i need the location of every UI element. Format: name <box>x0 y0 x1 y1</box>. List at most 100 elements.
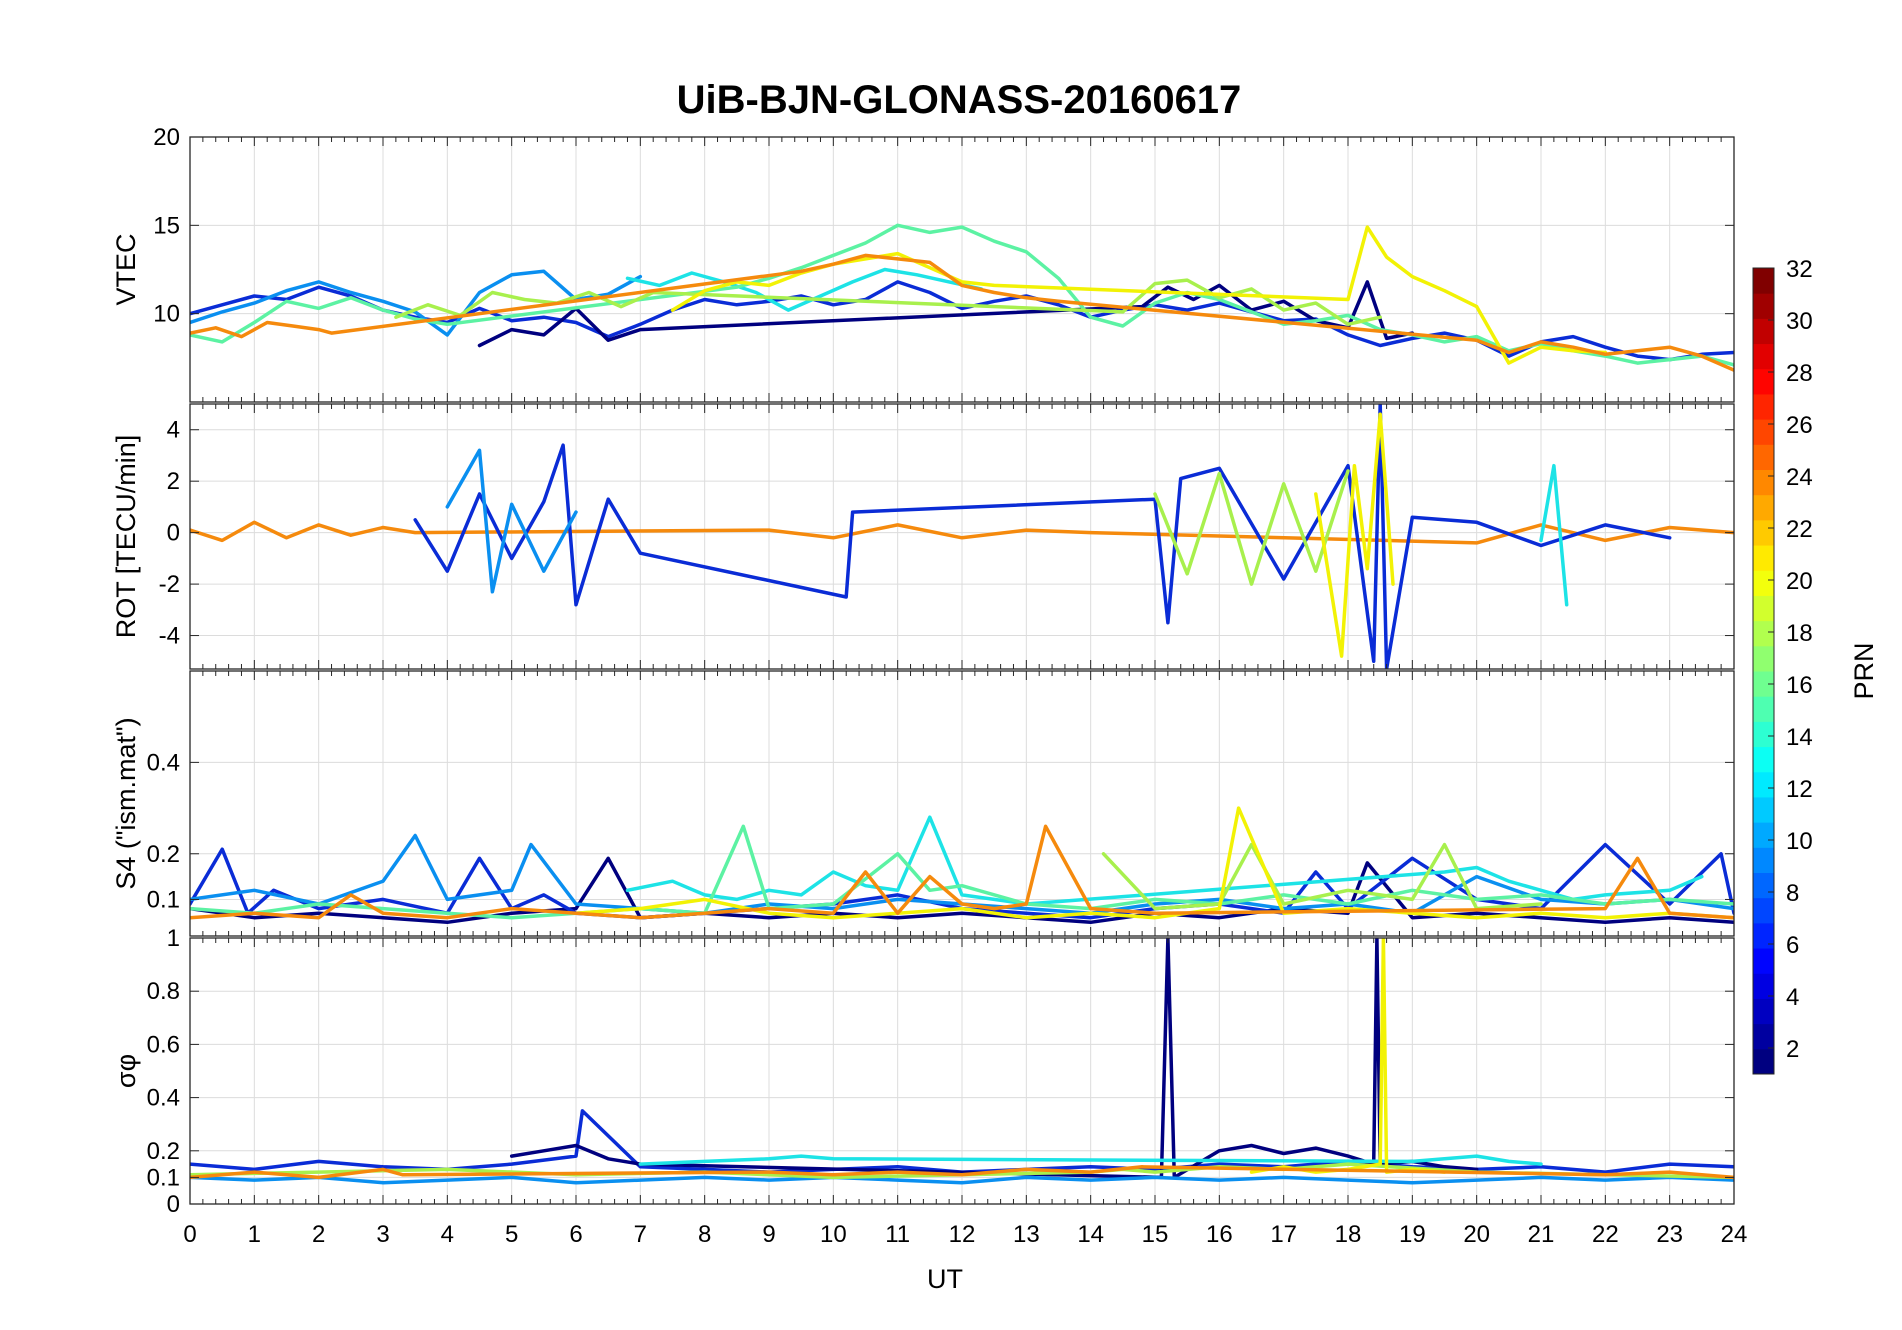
colorbar-tick-label: 12 <box>1786 776 1813 803</box>
series-line-prn-2 <box>477 280 1415 348</box>
series-line-prn-17 <box>1153 469 1350 586</box>
colorbar-swatch <box>1753 368 1774 395</box>
y-axis-label: σφ <box>111 1054 141 1088</box>
y-tick-label: 0.1 <box>147 886 180 913</box>
x-tick-label: 21 <box>1528 1221 1555 1248</box>
colorbar-tick-label: 10 <box>1786 828 1813 855</box>
x-tick-label: 23 <box>1656 1221 1683 1248</box>
colorbar-tick-label: 18 <box>1786 620 1813 647</box>
colorbar-tick-label: 32 <box>1786 256 1813 283</box>
x-tick-label: 12 <box>949 1221 976 1248</box>
x-tick-label: 15 <box>1142 1221 1169 1248</box>
x-tick-label: 9 <box>762 1221 775 1248</box>
series-line-prn-9 <box>190 833 1734 915</box>
colorbar-tick-label: 4 <box>1786 984 1799 1011</box>
colorbar-tick-label: 30 <box>1786 308 1813 335</box>
x-tick-label: 7 <box>634 1221 647 1248</box>
x-tick-label: 18 <box>1335 1221 1362 1248</box>
series-line-prn-23 <box>190 824 1734 920</box>
colorbar-swatch <box>1753 620 1774 647</box>
x-tick-label: 1 <box>248 1221 261 1248</box>
colorbar-tick-label: 6 <box>1786 932 1799 959</box>
colorbar-label: PRN <box>1849 642 1879 699</box>
panel-4: 00.10.2 0.4 0.6 0.8 1 σφ <box>111 925 1735 1218</box>
y-tick-label: 20 <box>153 124 180 151</box>
x-tick-label: 8 <box>698 1221 711 1248</box>
y-tick-label: 0.6 <box>147 1031 180 1058</box>
colorbar-swatch <box>1753 897 1774 924</box>
colorbar-swatch <box>1753 1023 1774 1050</box>
colorbar-swatch <box>1753 570 1774 596</box>
x-axis-label: UT <box>927 1264 963 1294</box>
y-tick-label: 0 <box>167 520 180 547</box>
x-tick-label: 24 <box>1721 1221 1748 1248</box>
x-tick-label: 14 <box>1077 1221 1104 1248</box>
colorbar-swatch <box>1753 948 1774 974</box>
series-group <box>190 938 1734 1185</box>
series-line-prn-20 <box>1314 412 1395 658</box>
y-tick-label: 0.4 <box>147 749 180 776</box>
series-group <box>190 404 1734 669</box>
series-line-prn-2 <box>509 938 1479 1180</box>
x-tick-label: 6 <box>569 1221 582 1248</box>
colorbar-swatch <box>1753 796 1774 823</box>
panel-3: 0.1 0.2 0.4S4 ("ism.mat") <box>111 670 1735 937</box>
series-line-prn-18 <box>1101 842 1543 911</box>
x-tick-label: 19 <box>1399 1221 1426 1248</box>
colorbar-swatch <box>1753 268 1774 294</box>
series-line-prn-23 <box>190 520 1734 545</box>
colorbar-swatch <box>1753 595 1774 622</box>
x-tick-label: 0 <box>183 1221 196 1248</box>
series-line-prn-17 <box>394 278 1382 327</box>
colorbar-tick-label: 8 <box>1786 880 1799 907</box>
colorbar-swatch <box>1753 973 1774 999</box>
colorbar-swatch <box>1753 494 1774 521</box>
colorbar-swatch <box>1753 847 1774 873</box>
x-tick-label: 11 <box>885 1221 910 1248</box>
colorbar-swatch <box>1753 922 1774 949</box>
series-group <box>190 223 1734 372</box>
colorbar-swatch <box>1753 822 1774 848</box>
x-tick-label: 2 <box>312 1221 325 1248</box>
colorbar-swatch <box>1753 393 1774 420</box>
series-group <box>190 806 1734 925</box>
y-axis-label: ROT [TECU/min] <box>111 435 141 639</box>
colorbar-tick-label: 2 <box>1786 1036 1799 1063</box>
colorbar-frame <box>1752 267 1775 1075</box>
series-line-prn-12 <box>625 267 984 312</box>
colorbar-swatch <box>1753 998 1774 1025</box>
y-tick-label: 4 <box>167 417 180 444</box>
colorbar-swatch <box>1753 645 1774 672</box>
colorbar-swatch <box>1753 872 1774 899</box>
colorbar-swatch <box>1753 519 1774 546</box>
y-tick-label: 1 <box>167 925 180 952</box>
colorbar-tick-label: 16 <box>1786 672 1813 699</box>
colorbar-swatch <box>1753 444 1774 470</box>
colorbar-swatch <box>1753 343 1774 370</box>
colorbar-tick-label: 26 <box>1786 412 1813 439</box>
series-line-prn-9 <box>445 448 578 594</box>
x-tick-label: 16 <box>1206 1221 1233 1248</box>
x-tick-label: 22 <box>1592 1221 1619 1248</box>
series-line-prn-12 <box>638 1154 1543 1166</box>
colorbar-swatch <box>1753 545 1774 571</box>
chart-title: UiB-BJN-GLONASS-20160617 <box>677 78 1242 122</box>
colorbar-swatch <box>1753 469 1774 496</box>
series-line-prn-9 <box>190 269 643 337</box>
y-tick-label: -4 <box>159 623 180 650</box>
panel-1: 10 15 20 VTEC <box>111 124 1735 403</box>
colorbar-tick-label: 20 <box>1786 568 1813 595</box>
x-tick-label: 13 <box>1013 1221 1040 1248</box>
colorbar-tick-label: 22 <box>1786 516 1813 543</box>
colorbar-tick-label: 14 <box>1786 724 1813 751</box>
x-tick-label: 10 <box>820 1221 847 1248</box>
colorbar-swatch <box>1753 671 1774 697</box>
colorbar-tick-label: 24 <box>1786 464 1813 491</box>
y-axis-label: S4 ("ism.mat") <box>111 717 141 889</box>
series-line-prn-20 <box>670 225 1608 365</box>
colorbar-swatch <box>1753 721 1774 748</box>
y-tick-label: 0.1 <box>147 1164 180 1191</box>
colorbar-swatch <box>1753 771 1774 798</box>
x-tick-label: 20 <box>1463 1221 1490 1248</box>
